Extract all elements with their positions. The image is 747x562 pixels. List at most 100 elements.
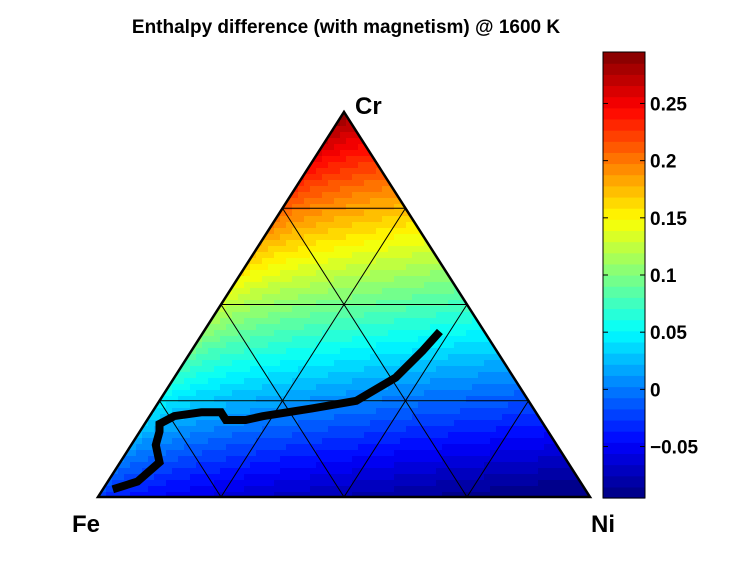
field-cell	[592, 486, 599, 493]
field-cell	[364, 306, 371, 313]
field-cell	[538, 432, 545, 439]
field-cell	[250, 462, 257, 469]
field-cell	[346, 408, 353, 415]
field-cell	[382, 180, 389, 187]
field-cell	[220, 384, 227, 391]
field-cell	[280, 270, 287, 277]
field-cell	[298, 264, 305, 271]
field-cell	[418, 360, 425, 367]
field-cell	[502, 426, 509, 433]
field-cell	[328, 444, 335, 451]
field-cell	[196, 498, 203, 505]
field-cell	[238, 432, 245, 439]
field-cell	[466, 288, 473, 295]
field-cell	[442, 366, 449, 373]
field-cell	[466, 456, 473, 463]
field-cell	[286, 288, 293, 295]
field-cell	[466, 390, 473, 397]
field-cell	[430, 294, 437, 301]
field-cell	[304, 204, 311, 211]
field-cell	[448, 282, 455, 289]
field-cell	[436, 312, 443, 319]
field-cell	[340, 306, 347, 313]
field-cell	[298, 240, 305, 247]
field-cell	[214, 456, 221, 463]
field-cell	[328, 432, 335, 439]
field-cell	[418, 258, 425, 265]
field-cell	[406, 342, 413, 349]
field-cell	[286, 270, 293, 277]
field-cell	[262, 480, 269, 487]
field-cell	[490, 324, 497, 331]
field-cell	[538, 468, 545, 475]
field-cell	[268, 372, 275, 379]
field-cell	[292, 222, 299, 229]
field-cell	[562, 444, 569, 451]
field-cell	[268, 420, 275, 427]
field-cell	[274, 264, 281, 271]
field-cell	[490, 426, 497, 433]
field-cell	[538, 492, 545, 497]
field-cell	[466, 498, 473, 505]
field-cell	[436, 372, 443, 379]
field-cell	[538, 402, 545, 409]
field-cell	[436, 456, 443, 463]
field-cell	[226, 360, 233, 367]
field-cell	[232, 456, 239, 463]
field-cell	[496, 462, 503, 469]
field-cell	[424, 222, 431, 229]
field-cell	[322, 438, 329, 445]
field-cell	[316, 396, 323, 403]
field-cell	[118, 438, 125, 445]
field-cell	[304, 270, 311, 277]
field-cell	[466, 324, 473, 331]
field-cell	[460, 498, 467, 505]
field-cell	[250, 480, 257, 487]
field-cell	[328, 420, 335, 427]
field-cell	[346, 366, 353, 373]
field-cell	[502, 348, 509, 355]
field-cell	[334, 162, 341, 169]
field-cell	[406, 378, 413, 385]
field-cell	[298, 192, 305, 199]
field-cell	[412, 456, 419, 463]
field-cell	[352, 402, 359, 409]
field-cell	[322, 360, 329, 367]
field-cell	[232, 366, 239, 373]
field-cell	[442, 354, 449, 361]
field-cell	[274, 342, 281, 349]
field-cell	[232, 378, 239, 385]
field-cell	[424, 390, 431, 397]
field-cell	[232, 432, 239, 439]
field-cell	[400, 378, 407, 385]
field-cell	[256, 492, 263, 497]
field-cell	[100, 474, 107, 481]
field-cell	[478, 402, 485, 409]
field-cell	[442, 306, 449, 313]
field-cell	[328, 138, 335, 145]
field-cell	[226, 336, 233, 343]
field-cell	[364, 186, 371, 193]
field-cell	[268, 288, 275, 295]
field-cell	[232, 282, 239, 289]
field-cell	[202, 312, 209, 319]
field-cell	[280, 348, 287, 355]
field-cell	[358, 384, 365, 391]
field-cell	[262, 282, 269, 289]
field-cell	[346, 198, 353, 205]
field-cell	[268, 246, 275, 253]
field-cell	[322, 366, 329, 373]
field-cell	[442, 378, 449, 385]
field-cell	[568, 468, 575, 475]
field-cell	[190, 378, 197, 385]
field-cell	[418, 492, 425, 497]
field-cell	[394, 330, 401, 337]
field-cell	[370, 426, 377, 433]
field-cell	[442, 462, 449, 469]
field-cell	[286, 282, 293, 289]
field-cell	[388, 222, 395, 229]
field-cell	[472, 378, 479, 385]
field-cell	[310, 288, 317, 295]
field-cell	[214, 480, 221, 487]
field-cell	[352, 432, 359, 439]
